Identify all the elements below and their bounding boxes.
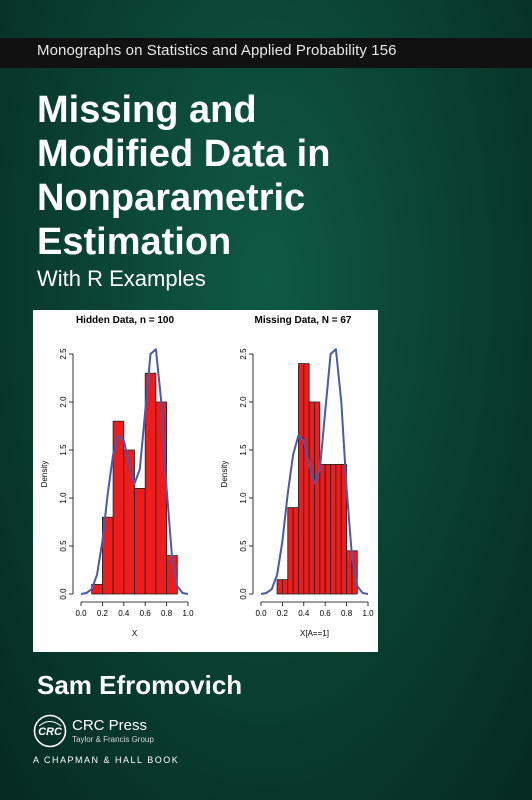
x-axis-label: X[A==1] [300, 629, 329, 638]
y-tick-label: 1.0 [239, 492, 248, 504]
histogram-bar [346, 550, 353, 595]
y-tick-label: 0.5 [239, 540, 248, 552]
histogram-bar [292, 507, 299, 595]
x-tick-label: 0.2 [277, 609, 289, 618]
histogram-bar [144, 372, 157, 595]
logo-text: CRC [38, 726, 63, 738]
title-line: Missing and [37, 89, 257, 131]
histogram-bar [308, 401, 315, 595]
histogram-bar [155, 401, 168, 595]
book-subtitle: With R Examples [37, 266, 206, 291]
histogram-bar [330, 463, 337, 595]
x-tick-label: 1.0 [182, 609, 194, 618]
x-tick-label: 0.0 [255, 609, 267, 618]
histogram-figure: Hidden Data, n = 100 0.0 0.2 0.4 0.6 0.8 1.0 X 0… [33, 310, 378, 652]
publisher-name: CRC Press [72, 717, 148, 734]
y-tick-label: 1.5 [59, 444, 68, 456]
histogram-bar [123, 449, 135, 595]
y-tick-label: 0.0 [59, 588, 68, 600]
density-curve [260, 348, 369, 595]
x-tick-label: 0.2 [97, 609, 109, 618]
histogram-bar [281, 579, 289, 595]
histogram-bar [314, 401, 321, 595]
title-line: Modified Data in [37, 133, 331, 175]
histogram-bar [319, 463, 326, 595]
publisher-group: Taylor & Francis Group [72, 735, 154, 744]
y-tick-label: 2.5 [59, 348, 68, 360]
series-bar [0, 38, 532, 68]
histogram-bar [324, 463, 331, 595]
histogram-bar [287, 507, 294, 595]
title-line: Estimation [37, 221, 232, 263]
histogram-bar [298, 363, 305, 595]
chart-title: Missing Data, N = 67 [255, 315, 352, 326]
histogram-panel-1: Hidden Data, n = 100 0.0 0.2 0.4 0.6 0.8 1.0 X 0… [40, 315, 194, 638]
crc-logo-icon: CRC [33, 714, 67, 748]
histogram-bar [276, 579, 283, 595]
x-tick-label: 0.6 [140, 609, 152, 618]
series-name: Monographs on Statistics and Applied Pro… [37, 42, 397, 59]
density-curve [80, 348, 189, 595]
x-tick-label: 0.6 [320, 609, 332, 618]
author-name: Sam Efromovich [37, 670, 243, 700]
histogram-bar [340, 463, 347, 595]
histogram-bar [134, 487, 146, 595]
book-title: Missing and Modified Data in Nonparametr… [37, 88, 507, 264]
histogram-panel-2: Missing Data, N = 67 0.0 0.2 0.4 0.6 0.8 1.0 X[… [220, 315, 374, 638]
x-tick-label: 0.4 [298, 609, 310, 618]
x-tick-label: 0.8 [341, 609, 353, 618]
x-tick-label: 1.0 [362, 609, 374, 618]
y-tick-label: 1.5 [239, 444, 248, 456]
x-axis-label: X [132, 629, 138, 638]
x-tick-label: 0.0 [75, 609, 87, 618]
y-tick-label: 2.0 [239, 396, 248, 408]
title-line: Nonparametric [37, 177, 306, 219]
chart-title: Hidden Data, n = 100 [76, 315, 175, 326]
y-axis-label: Density [40, 461, 49, 488]
x-tick-label: 0.4 [118, 609, 130, 618]
histogram-svg: Hidden Data, n = 100 0.0 0.2 0.4 0.6 0.8 1.0 X 0… [40, 315, 374, 638]
publisher-imprint: A CHAPMAN & HALL BOOK [33, 755, 180, 765]
y-tick-label: 0.5 [59, 540, 68, 552]
y-tick-label: 2.5 [239, 348, 248, 360]
y-tick-label: 1.0 [59, 492, 68, 504]
histogram-bar [335, 463, 342, 595]
y-axis-label: Density [220, 461, 229, 488]
y-tick-label: 2.0 [59, 396, 68, 408]
histogram-bar [303, 363, 310, 595]
y-tick-label: 0.0 [239, 588, 248, 600]
x-tick-label: 0.8 [161, 609, 173, 618]
